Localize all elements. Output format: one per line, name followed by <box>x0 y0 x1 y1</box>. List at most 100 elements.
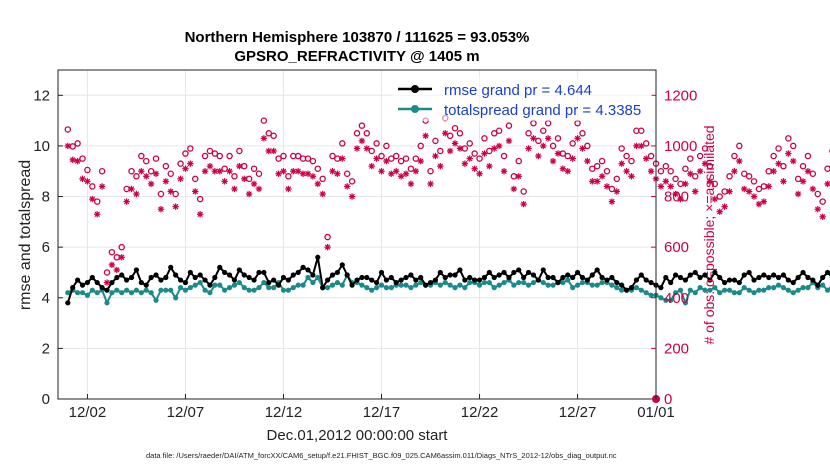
obs-assimilated-marker <box>804 168 812 175</box>
obs-assimilated-stroke <box>408 181 414 187</box>
obs-assimilated-marker <box>162 178 170 185</box>
x-tick-label: 01/01 <box>637 404 675 421</box>
totalspread-point <box>525 282 532 288</box>
obs-assimilated-stroke <box>667 183 674 190</box>
rmse-point <box>403 274 409 281</box>
obs-assimilated-stroke <box>153 171 159 177</box>
totalspread-point <box>756 287 762 293</box>
obs-possible-marker <box>339 140 346 147</box>
totalspread-point <box>609 282 615 288</box>
obs-assimilated-marker <box>500 168 508 175</box>
rmse-point <box>785 277 791 283</box>
rmse-point <box>574 269 581 276</box>
totalspread-point <box>128 290 135 296</box>
obs-assimilated-stroke <box>192 188 198 195</box>
totalspread-point <box>457 282 463 288</box>
totalspread-point <box>79 290 86 296</box>
rmse-point <box>726 277 733 283</box>
totalspread-point <box>442 279 448 286</box>
rmse-point <box>761 272 767 278</box>
obs-possible-marker <box>392 152 400 160</box>
totalspread-point <box>231 282 238 288</box>
totalspread-point <box>540 279 546 286</box>
obs-assimilated-stroke <box>535 153 542 159</box>
obs-possible-marker <box>167 170 174 178</box>
left-tick-label: 2 <box>42 340 50 357</box>
totalspread-point <box>403 282 409 288</box>
rmse-point <box>344 272 350 278</box>
totalspread-point <box>378 282 385 288</box>
obs-assimilated-stroke <box>467 155 473 162</box>
obs-assimilated-stroke <box>810 186 816 192</box>
totalspread-point <box>374 285 380 291</box>
obs-assimilated-marker <box>397 173 405 180</box>
obs-assimilated-marker <box>716 208 723 215</box>
right-tick-label: 0 <box>664 391 672 408</box>
rmse-point <box>771 272 777 278</box>
obs-assimilated-stroke <box>89 196 96 202</box>
obs-assimilated-marker <box>584 157 591 165</box>
totalspread-point <box>271 285 277 291</box>
rmse-point <box>731 277 738 283</box>
rmse-point <box>383 277 390 283</box>
y-axis-label-right: # of obs: o=possible; ×=assimilated <box>701 125 717 344</box>
obs-assimilated-marker <box>574 135 581 142</box>
obs-assimilated-marker <box>647 168 655 175</box>
obs-assimilated-marker <box>662 178 670 185</box>
obs-assimilated-stroke <box>795 191 801 197</box>
obs-assimilated-stroke <box>604 183 610 190</box>
obs-assimilated-stroke <box>310 173 316 180</box>
rmse-point <box>398 277 404 283</box>
obs-possible-marker <box>255 170 263 178</box>
obs-assimilated-stroke <box>770 168 777 174</box>
rmse-point <box>643 277 649 283</box>
rmse-point <box>75 277 81 283</box>
obs-assimilated-stroke <box>94 211 100 217</box>
obs-possible-marker <box>201 152 209 160</box>
obs-assimilated-stroke <box>756 201 762 207</box>
rmse-point <box>467 274 473 281</box>
rmse-point <box>222 269 228 276</box>
obs-assimilated-stroke <box>158 206 164 212</box>
rmse-point <box>285 277 291 283</box>
obs-possible-marker <box>74 140 81 147</box>
rmse-point <box>619 282 625 288</box>
obs-assimilated-marker <box>118 254 125 261</box>
obs-assimilated-stroke <box>114 267 120 273</box>
obs-assimilated-stroke <box>168 188 174 195</box>
rmse-point <box>707 277 713 283</box>
obs-assimilated-marker <box>687 170 694 177</box>
totalspread-point <box>300 282 306 288</box>
obs-assimilated-marker <box>172 203 179 210</box>
totalspread-point <box>187 285 193 291</box>
obs-assimilated-marker <box>657 183 665 190</box>
obs-possible-marker <box>456 130 464 137</box>
obs-assimilated-marker <box>260 135 268 142</box>
totalspread-point <box>682 300 689 306</box>
obs-assimilated-stroke <box>457 145 463 152</box>
rmse-point <box>413 277 419 283</box>
obs-assimilated-marker <box>226 168 233 175</box>
legend-box <box>392 77 652 121</box>
obs-possible-marker <box>736 142 743 150</box>
totalspread-point <box>707 287 713 293</box>
obs-assimilated-marker <box>294 168 302 175</box>
obs-assimilated-marker <box>785 150 792 157</box>
totalspread-point <box>84 292 91 298</box>
obs-assimilated-stroke <box>628 173 635 180</box>
rmse-point <box>486 269 492 276</box>
totalspread-point <box>481 279 488 286</box>
rmse-point <box>604 277 610 283</box>
obs-assimilated-stroke <box>163 178 169 185</box>
obs-assimilated-marker <box>373 155 380 162</box>
rmse-point <box>256 269 262 276</box>
obs-assimilated-marker <box>69 156 76 164</box>
obs-possible-marker <box>133 173 140 180</box>
rmse-point <box>119 272 125 278</box>
rmse-point <box>702 272 708 278</box>
obs-assimilated-marker <box>201 168 209 175</box>
obs-possible-marker <box>196 195 204 203</box>
obs-possible-marker <box>789 142 797 150</box>
obs-count-markers <box>64 114 830 403</box>
rmse-point <box>511 269 517 276</box>
